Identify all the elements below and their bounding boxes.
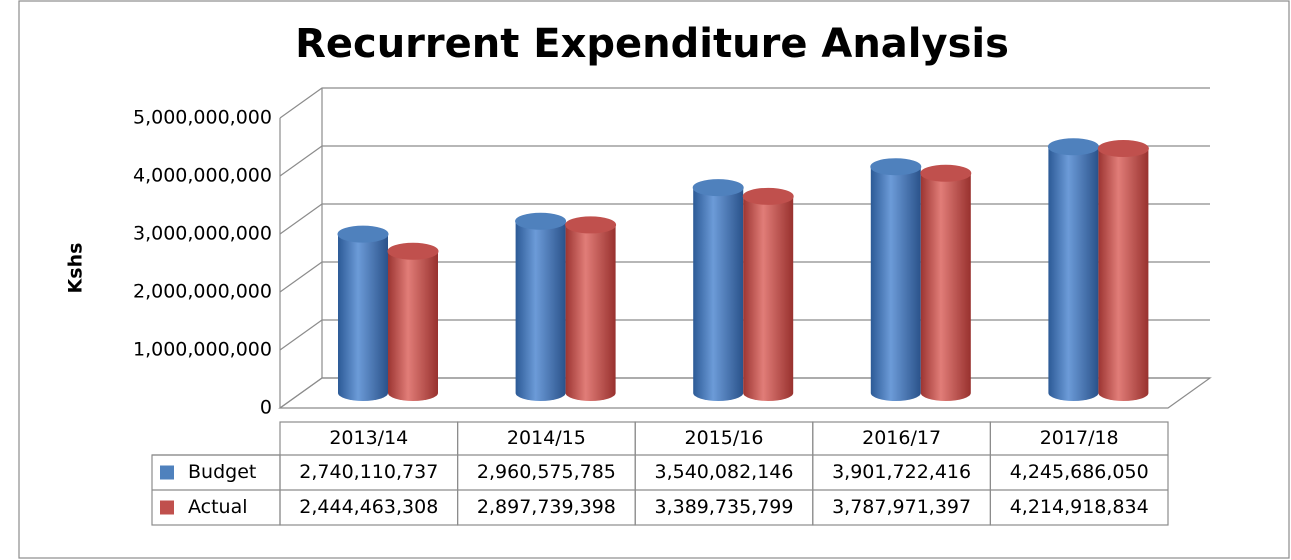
- table-value: 2,960,575,785: [477, 461, 616, 483]
- table-value: 3,787,971,397: [832, 496, 971, 518]
- legend-key: [160, 465, 174, 480]
- y-tick-label: 1,000,000,000: [133, 339, 272, 361]
- table-value: 3,389,735,799: [654, 496, 793, 518]
- bar: [388, 251, 438, 401]
- y-axis-label: Kshs: [65, 243, 87, 294]
- chart-border: [18, 0, 1290, 559]
- legend-label: Budget: [188, 461, 256, 483]
- bar-top: [515, 212, 567, 230]
- y-tick-label: 5,000,000,000: [133, 107, 272, 129]
- x-tick-label: 2014/15: [507, 427, 586, 449]
- bar-top: [387, 242, 439, 260]
- grid-line: [279, 87, 1210, 119]
- table-value: 2,444,463,308: [299, 496, 438, 518]
- table-value: 3,901,722,416: [832, 461, 971, 483]
- x-tick-label: 2013/14: [329, 427, 408, 449]
- table-value: 4,214,918,834: [1010, 496, 1149, 518]
- grid-line: [279, 145, 1210, 177]
- bar-top: [1097, 140, 1149, 158]
- legend-key: [160, 500, 174, 515]
- bar: [515, 221, 566, 401]
- bar: [693, 187, 744, 401]
- table-cell: [989, 421, 1169, 526]
- table-value: 3,540,082,146: [654, 461, 793, 483]
- table-value: 2,897,739,398: [477, 496, 616, 518]
- bar-top: [1047, 138, 1099, 156]
- y-tick-label: 2,000,000,000: [133, 281, 272, 303]
- y-tick-label: 3,000,000,000: [133, 223, 272, 245]
- bar: [565, 224, 616, 401]
- back-wall: [279, 88, 323, 408]
- bar-top: [742, 187, 794, 205]
- bar: [920, 173, 971, 401]
- y-tick-label: 4,000,000,000: [133, 165, 272, 187]
- y-tick-label: 0: [260, 397, 272, 419]
- bar: [1048, 146, 1099, 401]
- legend-label: Actual: [188, 496, 248, 518]
- bar-top: [870, 158, 922, 176]
- x-tick-label: 2017/18: [1040, 427, 1119, 449]
- table-value: 4,245,686,050: [1010, 461, 1149, 483]
- bar-top: [692, 179, 744, 197]
- bar-top: [565, 216, 617, 234]
- bar: [743, 196, 794, 401]
- x-tick-label: 2016/17: [862, 427, 941, 449]
- x-tick-label: 2015/16: [685, 427, 764, 449]
- table-value: 2,740,110,737: [299, 461, 438, 483]
- bar: [338, 234, 388, 401]
- bar: [870, 166, 921, 401]
- chart-title: Recurrent Expenditure Analysis: [295, 21, 1009, 67]
- bar-top: [920, 164, 972, 182]
- bar-top: [337, 225, 389, 243]
- bar: [1098, 148, 1149, 401]
